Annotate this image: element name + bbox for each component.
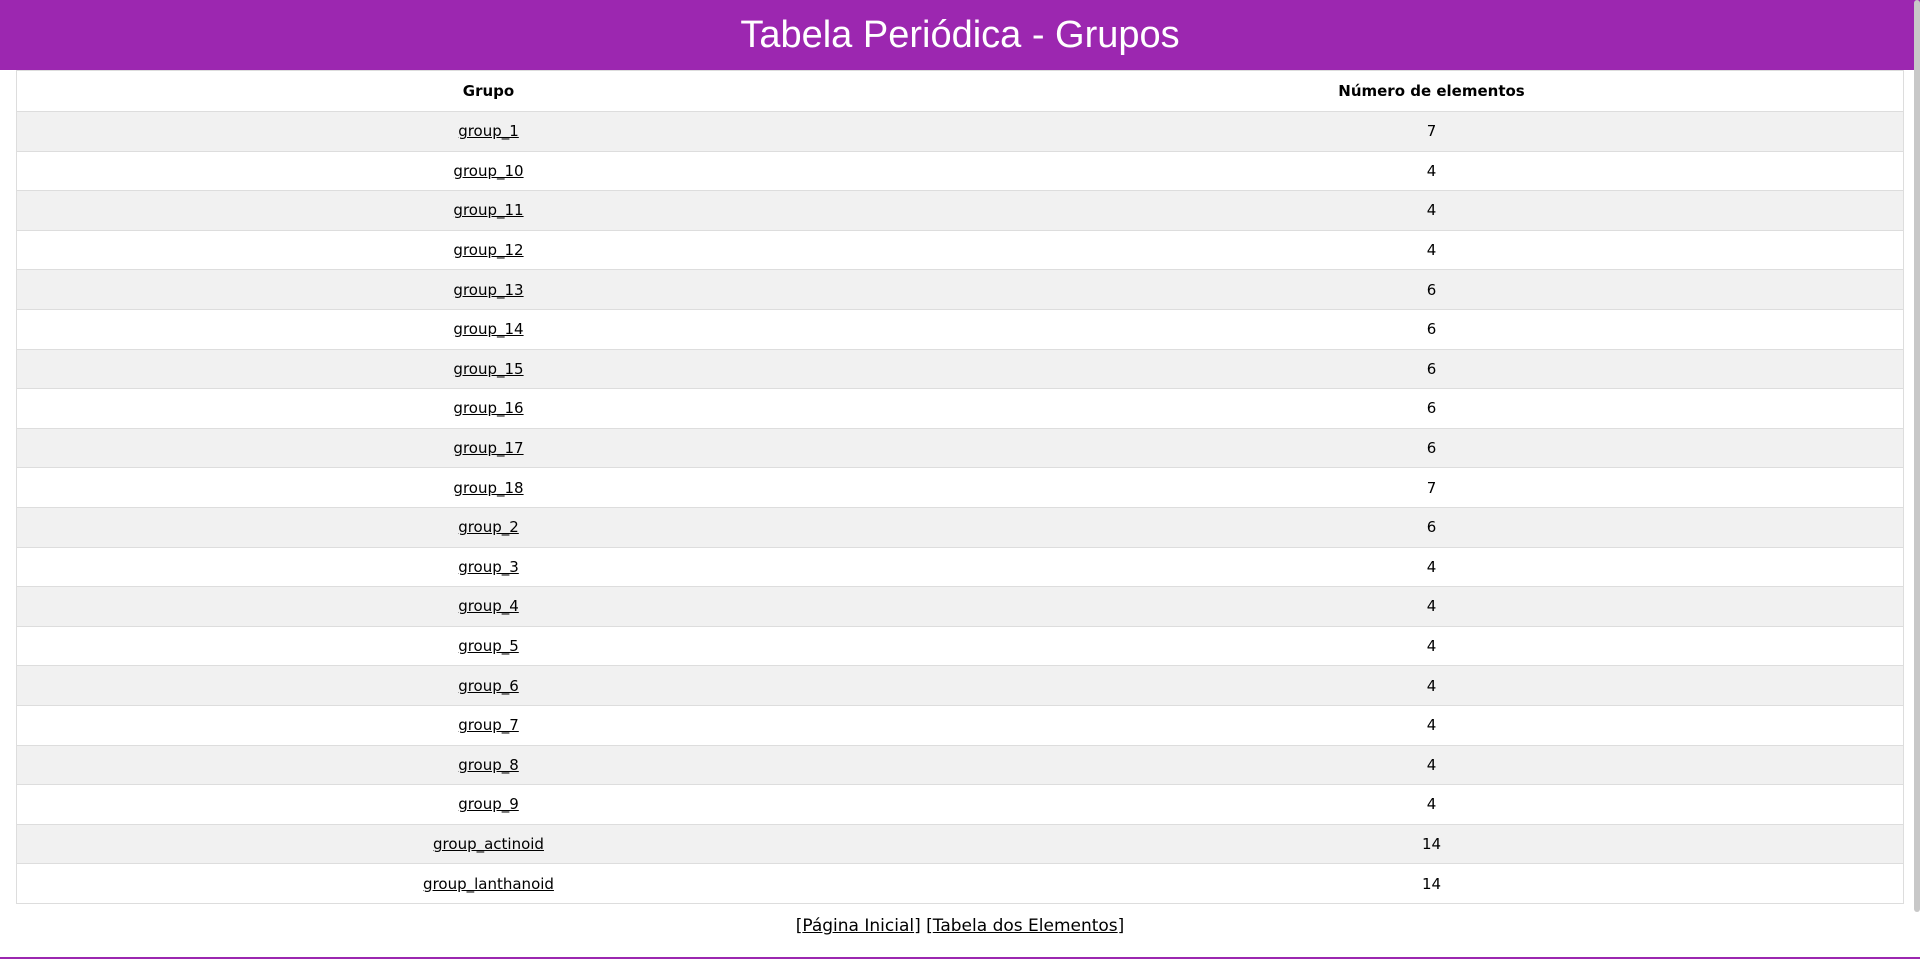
group-link[interactable]: group_7 <box>458 716 519 735</box>
table-row: group_18 7 <box>16 467 1904 508</box>
table-row: group_2 6 <box>16 507 1904 548</box>
table-row: group_12 4 <box>16 230 1904 271</box>
bracket-open: [ <box>926 916 933 936</box>
page-title: Tabela Periódica - Grupos <box>740 14 1180 56</box>
table-row: group_9 4 <box>16 784 1904 825</box>
element-count-cell: 4 <box>960 705 1904 746</box>
table-header-row: Grupo Número de elementos <box>16 70 1904 112</box>
group-link[interactable]: group_11 <box>453 201 524 220</box>
bottom-accent-bar <box>0 957 1920 959</box>
group-cell: group_10 <box>16 151 960 192</box>
group-cell: group_1 <box>16 111 960 152</box>
column-header-count: Número de elementos <box>960 70 1904 112</box>
table-row: group_7 4 <box>16 705 1904 746</box>
element-count-cell: 6 <box>960 507 1904 548</box>
group-cell: group_7 <box>16 705 960 746</box>
element-count-cell: 14 <box>1421 874 1442 893</box>
element-count-cell: 6 <box>960 428 1904 469</box>
group-cell: group_11 <box>16 190 960 231</box>
group-cell: group_9 <box>16 784 960 825</box>
element-count-cell: 6 <box>960 388 1904 429</box>
element-count-cell: 4 <box>960 547 1904 588</box>
group-link[interactable]: group_17 <box>453 439 524 458</box>
footer-nav: [Página Inicial] [Tabela dos Elementos] <box>0 916 1920 936</box>
table-row: group_17 6 <box>16 428 1904 469</box>
table-row: group_8 4 <box>16 745 1904 786</box>
group-link[interactable]: group_8 <box>458 755 519 774</box>
element-count-cell: 4 <box>960 151 1904 192</box>
element-count-cell: 7 <box>960 467 1904 508</box>
element-count-cell: 6 <box>960 269 1904 310</box>
group-cell: group_12 <box>16 230 960 271</box>
element-count-cell: 4 <box>960 665 1904 706</box>
table-row: group_14 6 <box>16 309 1904 350</box>
table-row: group_16 6 <box>16 388 1904 429</box>
bracket-close: ] <box>914 916 921 936</box>
column-header-group: Grupo <box>16 70 960 112</box>
group-link[interactable]: group_2 <box>458 518 519 537</box>
group-cell: group_8 <box>16 745 960 786</box>
group-link[interactable]: group_14 <box>453 320 524 339</box>
group-link[interactable]: group_3 <box>458 557 519 576</box>
group-link[interactable]: group_1 <box>458 122 519 141</box>
page-header: Tabela Periódica - Grupos <box>0 0 1920 70</box>
group-link[interactable]: group_10 <box>453 161 524 180</box>
group-link[interactable]: group_lanthanoid <box>423 874 554 893</box>
element-count-cell: 4 <box>960 626 1904 667</box>
group-link[interactable]: group_16 <box>453 399 524 418</box>
element-count-cell: 4 <box>960 745 1904 786</box>
element-count-cell: 14 <box>960 824 1904 865</box>
group-cell: group_lanthanoid <box>17 864 961 904</box>
table-row: group_11 4 <box>16 190 1904 231</box>
table-row: group_lanthanoid 14 <box>16 863 1904 904</box>
group-cell: group_16 <box>16 388 960 429</box>
groups-table-container: Grupo Número de elementos group_1 7 group_… <box>16 70 1904 904</box>
group-cell: group_2 <box>16 507 960 548</box>
home-link[interactable]: Página Inicial <box>802 916 915 936</box>
table-row: group_15 6 <box>16 349 1904 390</box>
element-count-cell: 4 <box>960 586 1904 627</box>
group-cell: group_4 <box>16 586 960 627</box>
elements-table-link[interactable]: Tabela dos Elementos <box>932 916 1118 936</box>
table-header: Grupo Número de elementos <box>16 70 1904 112</box>
group-cell: group_3 <box>16 547 960 588</box>
group-cell: group_actinoid <box>16 824 960 865</box>
bracket-open: [ <box>795 916 803 936</box>
group-cell: group_14 <box>16 309 960 350</box>
group-cell: group_17 <box>16 428 960 469</box>
group-cell: group_18 <box>16 467 960 508</box>
table-row: group_5 4 <box>16 626 1904 667</box>
group-link[interactable]: group_4 <box>458 597 519 616</box>
element-count-cell: 6 <box>960 309 1904 350</box>
group-cell: group_13 <box>16 269 960 310</box>
group-link[interactable]: group_15 <box>453 359 524 378</box>
group-link[interactable]: group_12 <box>453 241 524 260</box>
element-count-cell: 6 <box>960 349 1904 390</box>
vertical-scrollbar[interactable] <box>1914 0 1920 912</box>
group-link[interactable]: group_6 <box>458 676 519 695</box>
table-row: group_4 4 <box>16 586 1904 627</box>
group-cell: group_15 <box>16 349 960 390</box>
group-link[interactable]: group_5 <box>458 637 519 656</box>
group-cell: group_5 <box>16 626 960 667</box>
table-row: group_6 4 <box>16 665 1904 706</box>
groups-table: Grupo Número de elementos group_1 7 group_… <box>16 70 1904 904</box>
element-count-cell: 4 <box>960 784 1904 825</box>
bracket-close: ] <box>1117 916 1125 936</box>
element-count-cell: 7 <box>960 111 1904 152</box>
element-count-cell: 4 <box>960 190 1904 231</box>
group-link[interactable]: group_actinoid <box>433 834 544 853</box>
table-body: group_1 7 group_10 4 group_11 4 group_12 4 group… <box>16 111 1904 904</box>
table-row: group_13 6 <box>16 269 1904 310</box>
table-row: group_1 7 <box>16 111 1904 152</box>
element-count-cell: 4 <box>960 230 1904 271</box>
group-link[interactable]: group_18 <box>453 478 524 497</box>
table-row: group_actinoid 14 <box>16 824 1904 865</box>
group-cell: group_6 <box>16 665 960 706</box>
table-row: group_10 4 <box>16 151 1904 192</box>
group-link[interactable]: group_9 <box>458 795 519 814</box>
group-link[interactable]: group_13 <box>453 280 524 299</box>
table-row: group_3 4 <box>16 547 1904 588</box>
